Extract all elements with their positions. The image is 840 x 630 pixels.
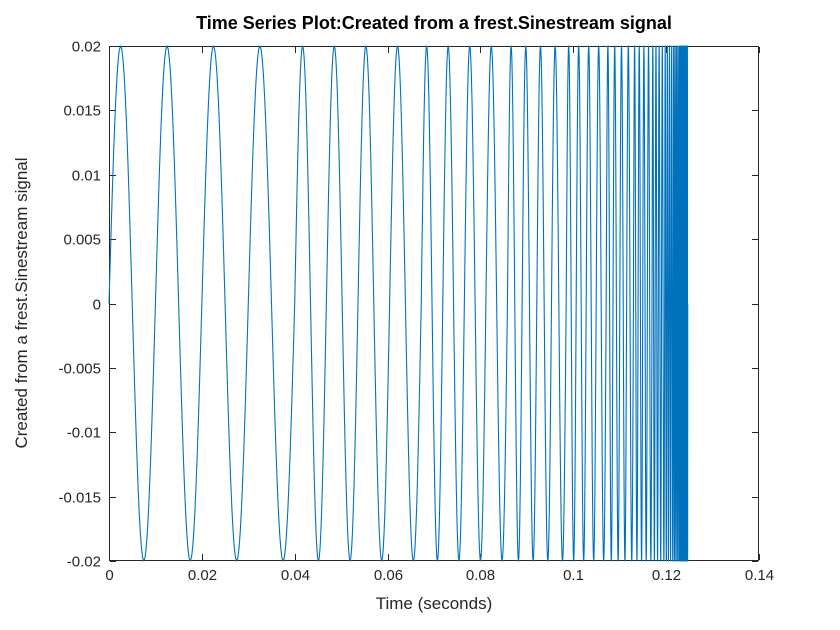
y-tick-label: 0 xyxy=(93,297,101,314)
x-tick-label: 0.1 xyxy=(563,567,584,584)
y-tick-label: -0.005 xyxy=(58,361,101,378)
x-tick-label: 0.04 xyxy=(281,567,310,584)
x-tick-label: 0 xyxy=(105,567,113,584)
x-tick-label: 0.02 xyxy=(188,567,217,584)
x-tick-label: 0.06 xyxy=(374,567,403,584)
y-tick-label: 0.02 xyxy=(72,39,101,56)
x-tick-label: 0.12 xyxy=(652,567,681,584)
y-tick-label: -0.02 xyxy=(67,554,101,571)
chart-title: Time Series Plot:Created from a frest.Si… xyxy=(196,13,672,33)
x-tick-label: 0.08 xyxy=(466,567,495,584)
x-axis-label: Time (seconds) xyxy=(375,594,493,613)
y-tick-label: 0.01 xyxy=(72,168,101,185)
y-tick-label: 0.005 xyxy=(63,232,101,249)
y-tick-label: 0.015 xyxy=(63,103,101,120)
x-tick-label: 0.14 xyxy=(745,567,774,584)
y-tick-label: -0.015 xyxy=(58,490,101,507)
signal-line xyxy=(108,45,689,562)
y-tick-label: -0.01 xyxy=(67,425,101,442)
